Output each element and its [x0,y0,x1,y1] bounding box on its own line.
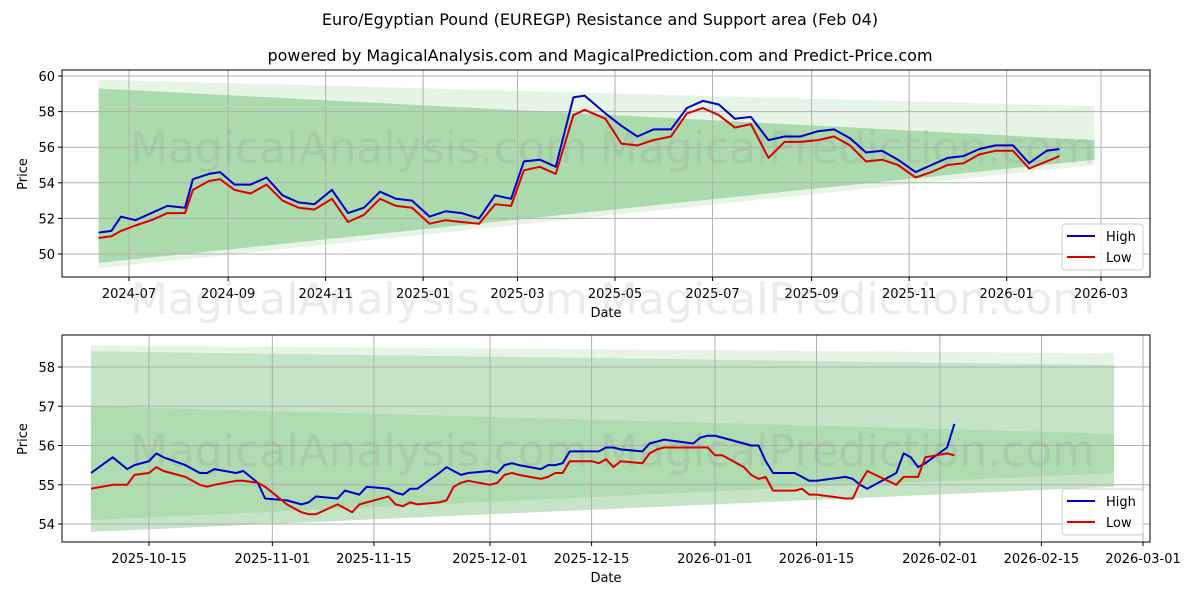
bottom-chart: MagicalAnalysis.com MagicalPrediction.co… [16,334,1181,586]
x-tick-label: 2025-11-01 [235,552,311,567]
x-tick-label: 2025-11 [882,287,936,302]
legend-high-label-bottom: High [1106,495,1136,510]
x-tick-label: 2025-01 [396,287,450,302]
watermark-analysis-lower: MagicalAnalysis.com [130,274,588,325]
chart-subtitle: powered by MagicalAnalysis.com and Magic… [267,46,933,65]
y-tick-label: 50 [38,248,55,263]
bottom-y-label: Price [16,423,31,455]
watermark-prediction: MagicalPrediction.com [600,123,1095,174]
x-tick-label: 2025-12-15 [554,552,630,567]
y-tick-label: 52 [38,212,55,227]
legend-low-label-bottom: Low [1106,516,1132,531]
y-tick-label: 55 [38,479,55,494]
bottom-x-axis: 2025-10-15 2025-11-01 2025-11-15 2025-12-01… [111,542,1181,567]
series-high-line [98,94,1060,234]
watermark-prediction-bottom: MagicalPrediction.com [600,426,1095,477]
top-axes-frame [61,69,1151,278]
y-tick-label: 57 [38,400,55,415]
series-low-line [98,107,1060,239]
x-tick-label: 2024-11 [298,287,352,302]
x-tick-label: 2026-01-01 [677,552,753,567]
x-tick-label: 2025-11-15 [336,552,412,567]
top-legend: High Low [1061,223,1144,271]
top-x-label: Date [590,306,621,321]
watermark-analysis-bottom: MagicalAnalysis.com [130,426,588,477]
x-tick-label: 2025-10-15 [111,552,187,567]
x-tick-label: 2025-03 [490,287,544,302]
top-x-axis: 2024-07 2024-09 2024-11 2025-01 2025-03 2025-… [102,277,1128,302]
chart-title: Euro/Egyptian Pound (EUREGP) Resistance … [321,10,879,29]
x-tick-label: 2026-02-15 [1004,552,1080,567]
bottom-grid [62,335,1150,542]
y-tick-label: 54 [38,177,55,192]
x-tick-label: 2026-01-15 [779,552,855,567]
top-y-axis: 50 52 54 56 58 60 [38,70,62,263]
top-chart: MagicalAnalysis.com MagicalPrediction.co… [16,69,1151,325]
bottom-y-axis: 54 55 56 57 58 [38,361,62,533]
x-tick-label: 2024-09 [201,287,255,302]
legend-high-label: High [1106,230,1136,245]
x-tick-label: 2024-07 [102,287,156,302]
y-tick-label: 56 [38,440,55,455]
x-tick-label: 2026-01 [980,287,1034,302]
bottom-legend: High Low [1061,488,1144,536]
x-tick-label: 2026-03 [1074,287,1128,302]
x-tick-label: 2025-12-01 [452,552,528,567]
watermark-prediction-lower: MagicalPrediction.com [600,274,1095,325]
series-low-line [90,446,955,516]
y-tick-label: 58 [38,106,55,121]
y-tick-label: 58 [38,361,55,376]
y-tick-label: 54 [38,518,55,533]
x-tick-label: 2025-09 [784,287,838,302]
x-tick-label: 2025-07 [685,287,739,302]
bottom-price-lines [90,423,956,516]
band-inner [98,88,1095,263]
x-tick-label: 2026-02-01 [902,552,978,567]
x-tick-label: 2026-03-01 [1105,552,1181,567]
legend-low-label: Low [1106,251,1132,266]
bottom-x-label: Date [590,571,621,586]
bottom-axes-frame [61,334,1151,543]
x-tick-label: 2025-05 [588,287,642,302]
watermark-analysis: MagicalAnalysis.com [130,123,588,174]
top-price-lines [98,94,1060,239]
y-tick-label: 60 [38,70,55,85]
top-y-label: Price [16,158,31,190]
y-tick-label: 56 [38,141,55,156]
